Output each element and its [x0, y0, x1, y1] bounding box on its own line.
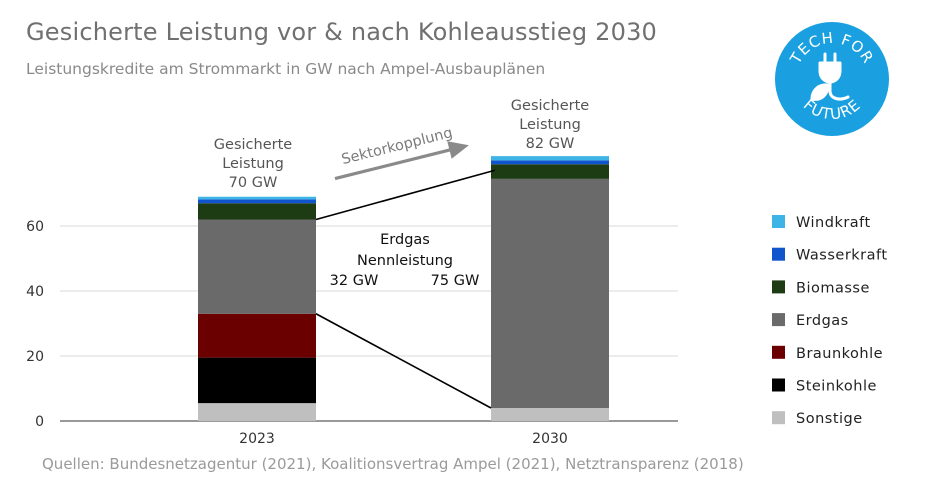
chart-subtitle: Leistungskredite am Strommarkt in GW nac… — [26, 60, 546, 78]
legend-swatch-wasserkraft — [772, 247, 785, 261]
arrow-shaft — [334, 147, 454, 181]
y-tick-label-0: 0 — [35, 414, 44, 430]
legend-label-braunkohle: Braunkohle — [796, 346, 883, 362]
total-label-2023-line-3: 70 GW — [229, 175, 278, 191]
legend-swatch-sonstige — [772, 411, 785, 425]
legend-swatch-biomasse — [772, 280, 785, 294]
y-tick-label-20: 20 — [26, 349, 44, 365]
gas-annotation-2030: 75 GW — [431, 273, 480, 289]
bar-2023-windkraft — [198, 196, 316, 200]
total-label-2030-line-1: Gesicherte — [511, 98, 589, 114]
plug-leaf-icon — [810, 52, 850, 101]
gas-annotation-2023: 32 GW — [330, 273, 379, 289]
bar-2030-windkraft — [491, 156, 609, 161]
sektorkopplung-arrow: Sektorkopplung — [334, 125, 469, 181]
arrow-head — [447, 141, 469, 159]
legend-label-biomasse: Biomasse — [796, 280, 870, 296]
total-label-2023-line-2: Leistung — [222, 156, 284, 172]
legend-swatch-windkraft — [772, 215, 785, 228]
x-tick-label-2030: 2030 — [532, 431, 568, 447]
bar-2023-wasserkraft — [198, 199, 316, 204]
bar-2030-sonstige — [491, 408, 609, 421]
bar-2023-steinkohle — [198, 357, 316, 404]
connector-line-top — [315, 169, 496, 221]
total-label-2030-line-2: Leistung — [519, 117, 581, 133]
gas-annotation-title-2: Nennleistung — [357, 253, 453, 269]
gas-annotation-title-1: Erdgas — [380, 232, 430, 248]
legend-label-sonstige: Sonstige — [796, 411, 863, 427]
bar-2023-braunkohle — [198, 313, 316, 358]
bar-2023-erdgas — [198, 219, 316, 314]
connector-line-bottom — [315, 313, 492, 409]
legend-swatch-steinkohle — [772, 378, 785, 392]
chart-title: Gesicherte Leistung vor & nach Kohleauss… — [26, 18, 658, 46]
bar-2023-biomasse — [198, 203, 316, 220]
tech-for-future-logo: TECH FOR FUTURE — [774, 21, 890, 137]
bar-2023-sonstige — [198, 403, 316, 421]
legend-swatch-erdgas — [772, 313, 785, 327]
bar-2030-biomasse — [491, 164, 609, 179]
x-tick-label-2023: 2023 — [239, 431, 275, 447]
legend-label-wasserkraft: Wasserkraft — [796, 248, 888, 264]
legend-label-erdgas: Erdgas — [796, 313, 849, 329]
y-tick-label-40: 40 — [26, 284, 44, 300]
bar-2030-erdgas — [491, 178, 609, 408]
source-note: Quellen: Bundesnetzagentur (2021), Koali… — [42, 455, 744, 473]
bar-2030-wasserkraft — [491, 160, 609, 165]
y-tick-label-60: 60 — [26, 219, 44, 235]
total-label-2023-line-1: Gesicherte — [214, 137, 292, 153]
legend-label-windkraft: Windkraft — [796, 215, 871, 231]
legend-swatch-braunkohle — [772, 345, 785, 359]
total-label-2030-line-3: 82 GW — [526, 136, 575, 152]
legend-label-steinkohle: Steinkohle — [796, 379, 877, 395]
